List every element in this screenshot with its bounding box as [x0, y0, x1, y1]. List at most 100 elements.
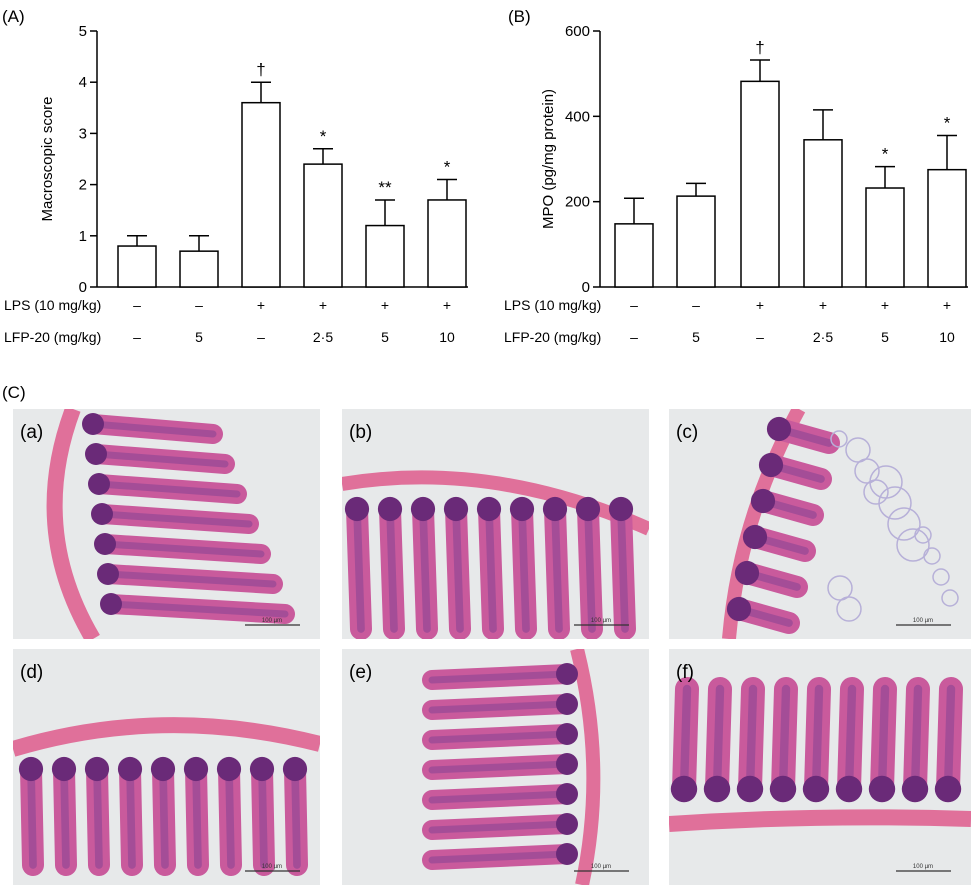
condition-value-lfp20: 5	[195, 329, 203, 345]
villus-core	[27, 765, 37, 869]
crypt	[670, 775, 698, 803]
significance-marker: *	[320, 127, 327, 146]
crypt	[901, 775, 929, 803]
muscle-layer	[669, 809, 971, 832]
crypt	[216, 756, 242, 782]
debris	[887, 507, 921, 541]
muscle-layer	[342, 470, 649, 536]
crypt	[150, 756, 176, 782]
y-axis-label: MPO (pg/mg protein)	[540, 89, 557, 229]
micrograph-d: (d) 100 µm	[13, 649, 320, 885]
condition-value-lps: +	[943, 297, 951, 313]
villus-core	[101, 540, 265, 558]
bar	[676, 195, 716, 288]
villus-core	[98, 510, 253, 528]
villus-core	[419, 505, 431, 633]
y-tick-label: 5	[79, 23, 87, 40]
villus-core	[679, 684, 692, 794]
crypt	[476, 496, 502, 522]
villus-core	[92, 450, 229, 468]
debris	[923, 547, 941, 565]
tissue-section	[669, 677, 971, 832]
villus-core	[95, 480, 241, 498]
debris	[869, 465, 903, 499]
y-axis-label: Macroscopic score	[39, 96, 56, 221]
crypt	[742, 524, 768, 550]
debris	[914, 526, 932, 544]
muscle-layer	[46, 409, 100, 639]
condition-value-lps: –	[692, 297, 700, 313]
villus-core	[877, 684, 890, 794]
tissue-section	[13, 717, 320, 876]
micrograph-b: (b) 100 µm	[342, 409, 649, 639]
debris	[830, 430, 848, 448]
villus-core	[104, 570, 277, 588]
significance-marker: **	[378, 178, 392, 197]
micrograph-a: (a) 100 µm	[13, 409, 320, 639]
villus-core	[159, 765, 169, 869]
crypt	[94, 533, 116, 555]
villus-core	[258, 765, 268, 869]
tissue-section	[722, 409, 959, 639]
crypt	[183, 756, 209, 782]
crypt	[726, 596, 752, 622]
crypt	[117, 756, 143, 782]
micrograph-label: (a)	[20, 422, 43, 443]
crypt	[282, 756, 308, 782]
condition-value-lfp20: –	[630, 329, 638, 345]
villus-core	[291, 765, 301, 869]
debris	[932, 568, 950, 586]
crypt	[934, 775, 962, 803]
villus-core	[910, 684, 923, 794]
crypt	[84, 756, 110, 782]
crypt	[575, 496, 601, 522]
y-tick-label: 200	[565, 194, 590, 211]
debris	[845, 437, 871, 463]
crypt	[509, 496, 535, 522]
panel-label-b: (B)	[508, 7, 531, 26]
villus-core	[485, 505, 497, 633]
villus-core	[428, 730, 571, 744]
panel-label-c: (C)	[2, 383, 26, 402]
y-tick-label: 1	[79, 228, 87, 245]
crypt	[344, 496, 370, 522]
villus-core	[518, 505, 530, 633]
significance-marker: †	[755, 38, 764, 57]
debris	[941, 589, 959, 607]
crypt	[758, 452, 784, 478]
condition-value-lfp20: –	[133, 329, 141, 345]
micrograph-e: (e) 100 µm	[342, 649, 649, 885]
crypt	[556, 753, 578, 775]
condition-value-lps: +	[257, 297, 265, 313]
micrograph-grid: (a) 100 µm (b) 100 µm (c) 100 µm (d) 100 µm (e) 1…	[13, 409, 971, 885]
crypt	[556, 723, 578, 745]
debris	[827, 575, 853, 601]
crypt	[542, 496, 568, 522]
crypt	[51, 756, 77, 782]
crypt	[18, 756, 44, 782]
bar	[927, 168, 967, 288]
condition-value-lfp20: 5	[381, 329, 389, 345]
condition-value-lfp20: 2·5	[313, 329, 333, 345]
crypt	[100, 593, 122, 615]
crypt	[703, 775, 731, 803]
crypt	[736, 775, 764, 803]
crypt	[766, 416, 792, 442]
villus-core	[584, 505, 596, 633]
condition-value-lfp20: –	[257, 329, 265, 345]
condition-value-lps: +	[319, 297, 327, 313]
bar	[179, 250, 219, 288]
tissue-section	[342, 470, 649, 639]
crypt	[410, 496, 436, 522]
condition-value-lfp20: 2·5	[813, 329, 833, 345]
bar	[803, 139, 843, 288]
villus-core	[107, 600, 289, 618]
condition-value-lfp20: 5	[881, 329, 889, 345]
crypt	[769, 775, 797, 803]
bar	[865, 187, 905, 288]
condition-value-lps: +	[819, 297, 827, 313]
bar	[303, 163, 343, 288]
bar	[740, 80, 780, 288]
